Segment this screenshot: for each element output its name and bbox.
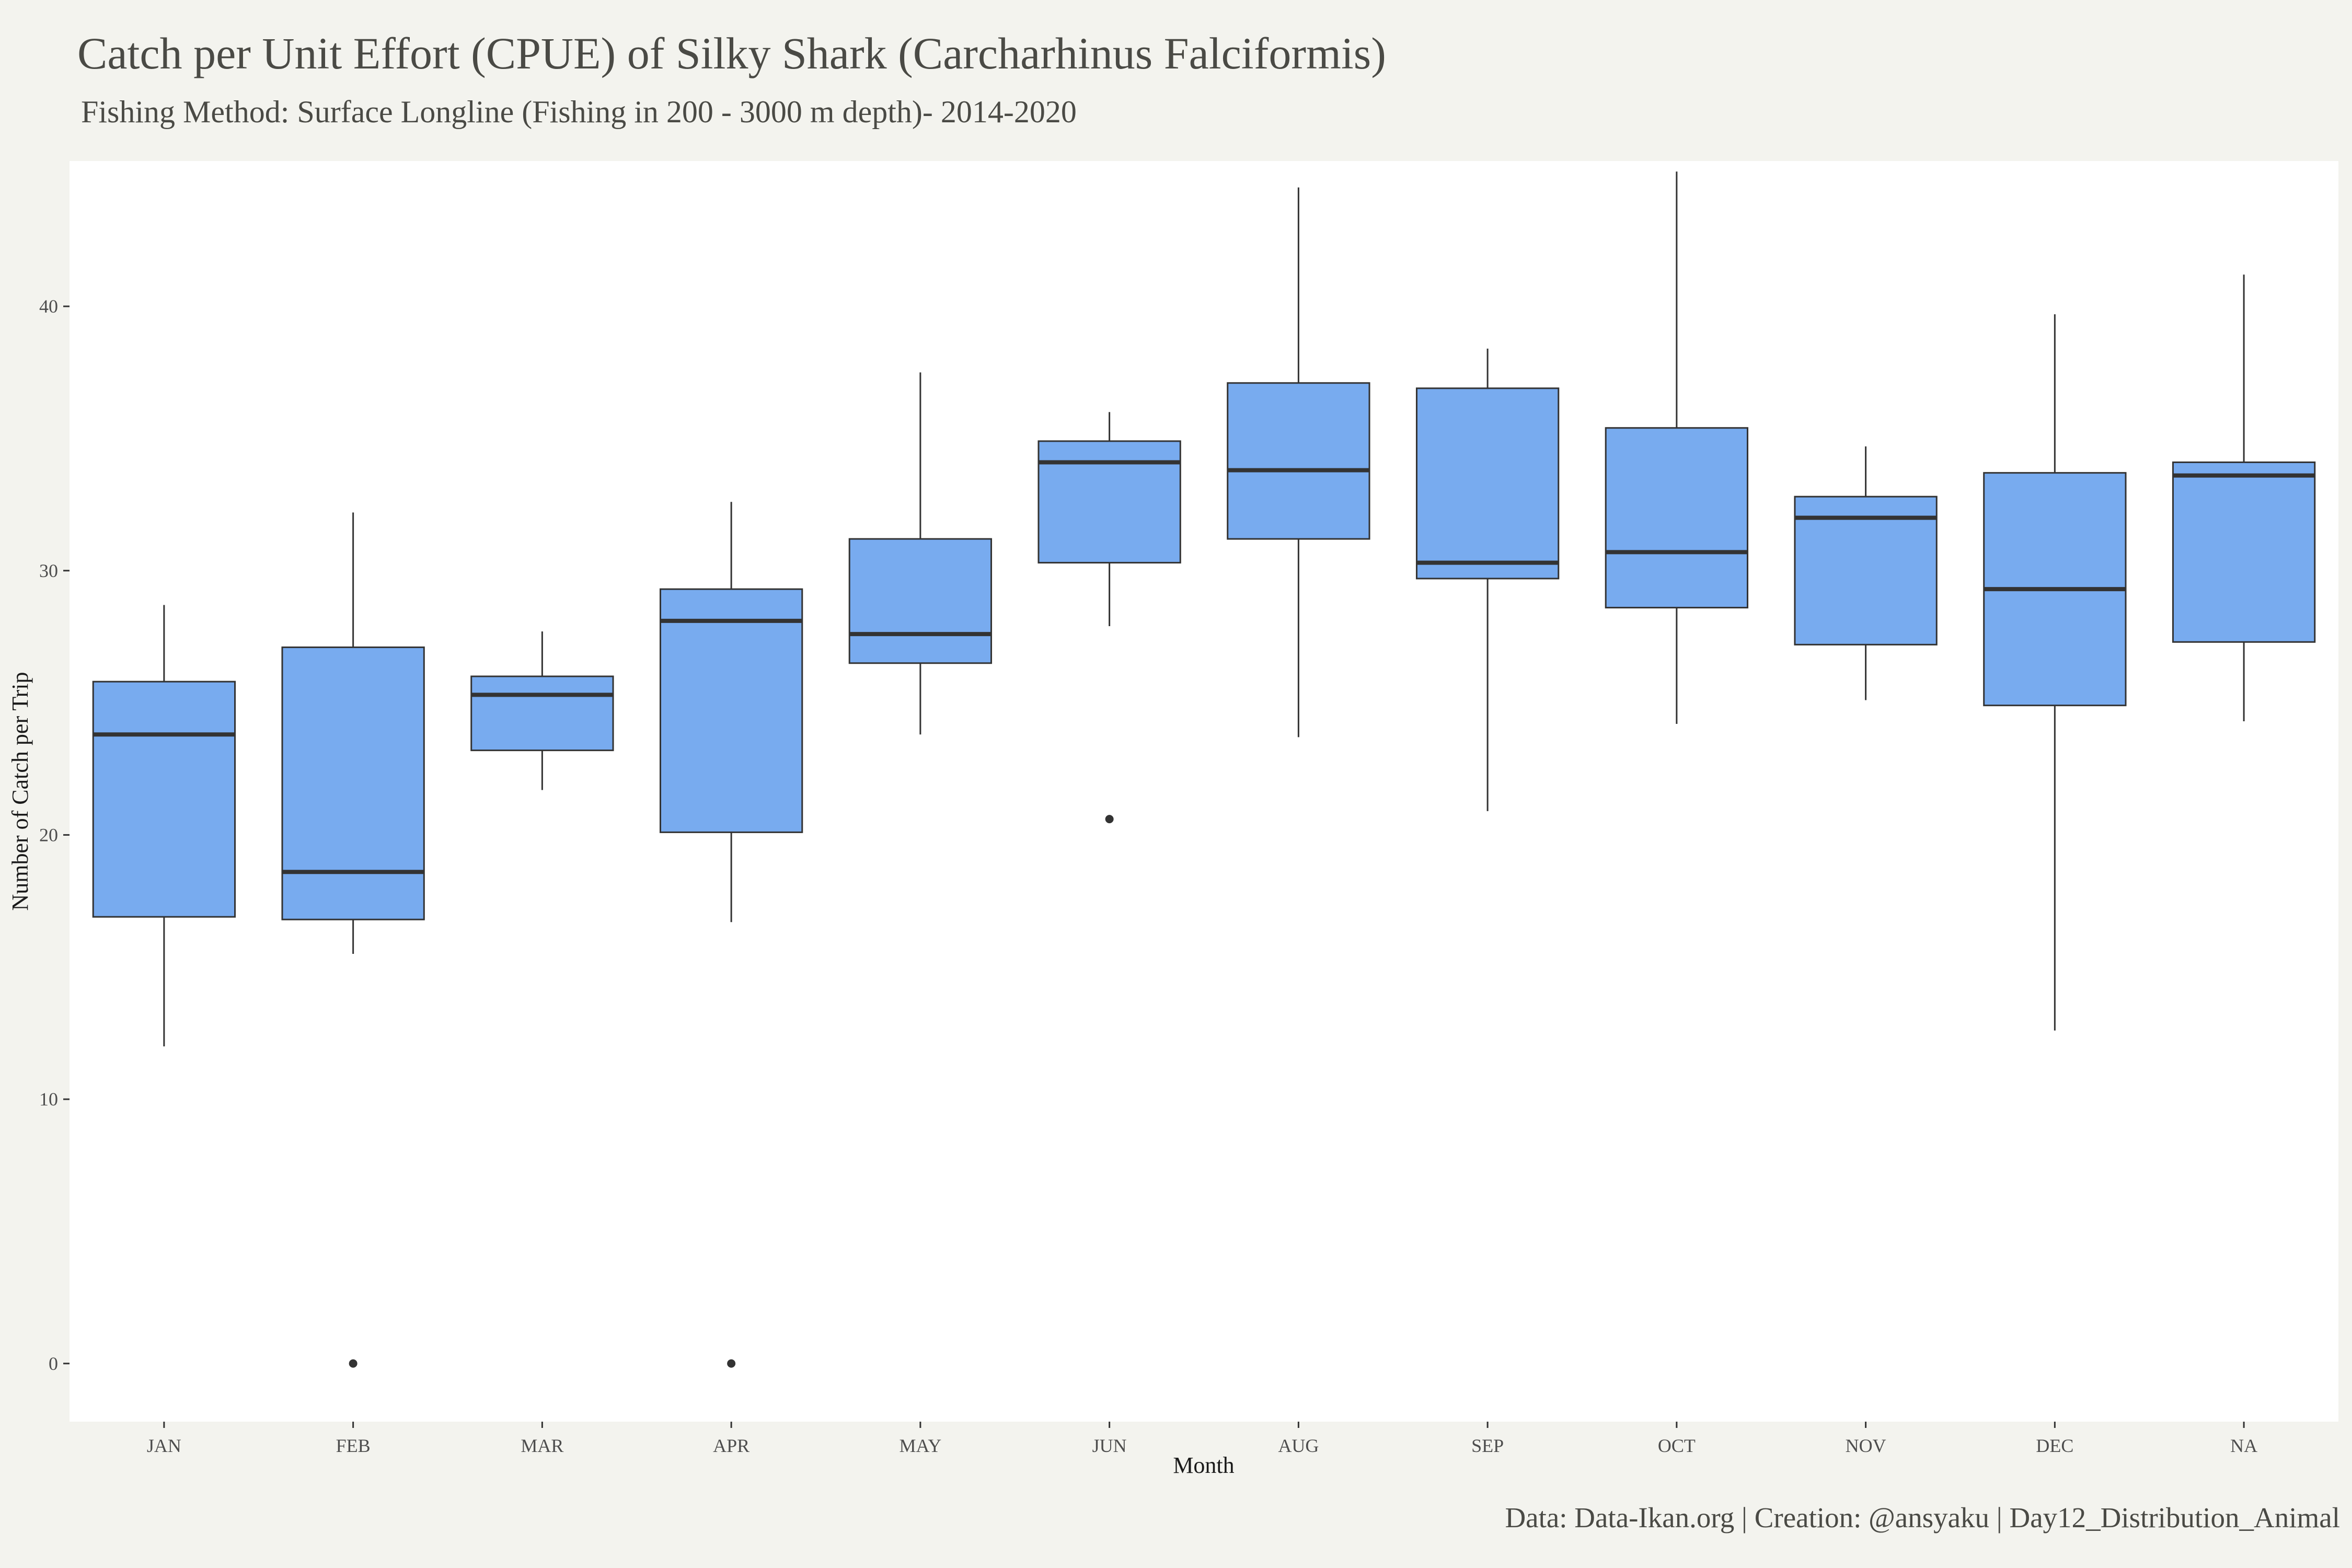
box-jan — [92, 605, 236, 1046]
x-tick-label: AUG — [1278, 1435, 1319, 1456]
box-iqr — [92, 681, 236, 918]
y-tick-label: 30 — [39, 560, 58, 581]
box-jun — [1037, 412, 1181, 824]
plot-panel — [70, 161, 2338, 1422]
box-iqr — [281, 646, 425, 920]
box-iqr — [1794, 495, 1938, 645]
x-tick-label: MAR — [521, 1435, 563, 1456]
box-sep — [1415, 349, 1560, 811]
box-iqr — [848, 538, 993, 664]
box-na — [2172, 274, 2316, 721]
y-axis-label: Number of Catch per Trip — [7, 672, 33, 910]
box-aug — [1227, 187, 1370, 737]
x-axis: JAN FEB MAR APR MAY JUN AUG SEP OCT NOV DEC NA — [147, 1422, 2257, 1456]
box-mar — [470, 631, 614, 790]
y-tick-label: 20 — [39, 824, 58, 845]
x-tick-label: JUN — [1092, 1435, 1127, 1456]
outlier-point — [727, 1359, 736, 1368]
x-tick-label: DEC — [2036, 1435, 2073, 1456]
x-tick-label: SEP — [1471, 1435, 1504, 1456]
box-feb — [281, 512, 425, 1368]
x-tick-label: NA — [2230, 1435, 2257, 1456]
chart-subtitle: Fishing Method: Surface Longline (Fishin… — [81, 95, 1077, 129]
x-axis-label: Month — [1173, 1452, 1234, 1478]
y-axis: 0 10 20 30 40 — [39, 296, 70, 1374]
box-group — [92, 171, 2316, 1368]
box-dec — [1983, 314, 2127, 1031]
box-apr — [659, 502, 803, 1368]
box-iqr — [659, 588, 803, 833]
x-tick-label: APR — [713, 1435, 750, 1456]
box-iqr — [1227, 382, 1370, 540]
x-tick-label: MAY — [900, 1435, 942, 1456]
y-tick-label: 0 — [49, 1353, 58, 1374]
x-tick-label: JAN — [147, 1435, 181, 1456]
chart-title: Catch per Unit Effort (CPUE) of Silky Sh… — [77, 28, 1386, 78]
y-tick-label: 10 — [39, 1089, 58, 1110]
outlier-point — [1105, 815, 1114, 824]
box-nov — [1794, 446, 1938, 700]
box-iqr — [1415, 387, 1560, 580]
outlier-point — [349, 1359, 358, 1368]
y-tick-label: 40 — [39, 296, 58, 317]
chart-caption: Data: Data-Ikan.org | Creation: @ansyaku… — [1505, 1502, 2340, 1534]
x-tick-label: NOV — [1846, 1435, 1886, 1456]
box-oct — [1605, 171, 1749, 724]
box-iqr — [1037, 440, 1181, 564]
box-may — [848, 372, 993, 735]
x-tick-label: OCT — [1658, 1435, 1696, 1456]
x-tick-label: FEB — [336, 1435, 371, 1456]
box-iqr — [2172, 461, 2316, 643]
box-iqr — [1605, 427, 1749, 609]
box-iqr — [470, 675, 614, 752]
